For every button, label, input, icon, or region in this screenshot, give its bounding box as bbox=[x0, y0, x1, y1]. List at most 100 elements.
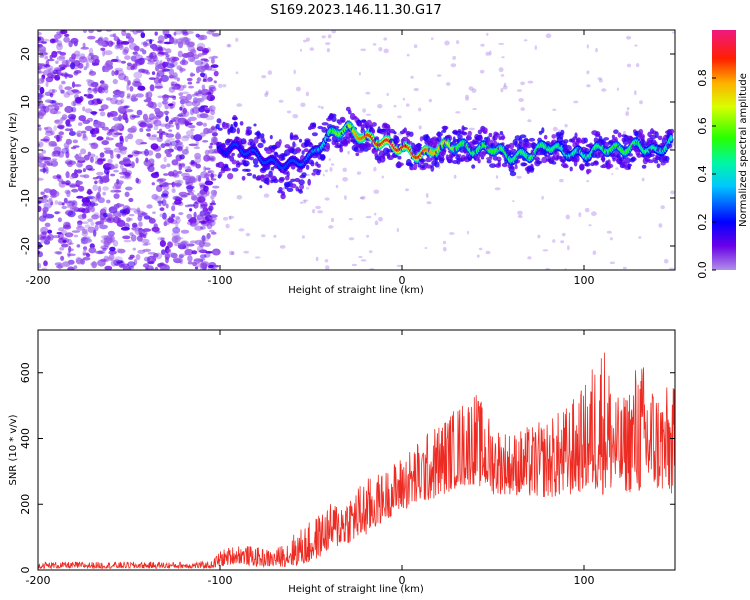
spectrogram-cell bbox=[185, 192, 190, 196]
spectrogram-cell bbox=[254, 256, 261, 259]
spectrogram-cell bbox=[365, 215, 372, 219]
spectrogram-cell bbox=[82, 252, 87, 256]
spectrogram-cell bbox=[500, 74, 505, 77]
spectrogram-cell bbox=[79, 53, 86, 60]
spectrogram-cell bbox=[300, 102, 306, 108]
spectrogram-cell bbox=[537, 234, 541, 239]
spectrogram-cell bbox=[88, 30, 95, 34]
spectrogram-cell bbox=[233, 121, 238, 128]
spectrogram-cell bbox=[647, 159, 655, 163]
spectrogram-cell bbox=[79, 56, 88, 63]
spectrogram-cell bbox=[40, 226, 49, 234]
spectrogram-cell bbox=[567, 245, 570, 251]
snr-ylabel: SNR (10 * v/v) bbox=[8, 414, 19, 485]
spectrogram-cell bbox=[495, 175, 499, 179]
spectrogram-cell bbox=[40, 231, 47, 239]
spectrogram-cell bbox=[565, 145, 572, 152]
spectrogram-cell bbox=[174, 30, 184, 35]
spectrogram-cell bbox=[246, 172, 253, 177]
spectrogram-cell bbox=[206, 233, 211, 239]
spectrogram-cell bbox=[171, 56, 180, 62]
spectrogram-cell bbox=[231, 167, 239, 172]
spectrogram-cell bbox=[45, 213, 55, 219]
spectrogram-cell bbox=[48, 89, 58, 93]
spectrogram-cell bbox=[372, 43, 377, 46]
spectrogram-cell bbox=[87, 117, 94, 122]
spectrogram-cell bbox=[333, 125, 340, 130]
spectrogram-cell bbox=[139, 48, 145, 52]
spectrogram-cell bbox=[551, 134, 557, 139]
spectrogram-cell bbox=[226, 43, 232, 48]
spectrogram-cell bbox=[85, 62, 90, 69]
spectrogram-cell bbox=[145, 128, 152, 132]
spectrogram-cell bbox=[192, 262, 198, 267]
spectrogram-cell bbox=[129, 232, 134, 237]
spectrogram-cell bbox=[70, 37, 79, 44]
spectrogram-cell bbox=[110, 259, 117, 267]
spectrogram-cell bbox=[57, 151, 65, 158]
spectrogram-cell bbox=[595, 48, 598, 53]
spectrogram-cell bbox=[97, 250, 106, 255]
spectrogram-cell bbox=[137, 212, 142, 216]
spectrogram-cell bbox=[145, 157, 149, 163]
spectrogram-cell bbox=[131, 115, 141, 118]
spectrogram-cell bbox=[40, 239, 46, 244]
spectrogram-cell bbox=[154, 107, 161, 113]
spectrogram-cell bbox=[208, 56, 213, 60]
spectrogram-cell bbox=[180, 162, 186, 168]
spectrogram-cell bbox=[42, 235, 51, 241]
spectrogram-cell bbox=[193, 211, 197, 219]
spectrogram-cell bbox=[99, 80, 105, 84]
spectrogram-cell bbox=[166, 241, 172, 249]
spectrogram-cell bbox=[201, 52, 208, 56]
spectrogram-cell bbox=[53, 125, 57, 131]
spectrogram-cell bbox=[286, 187, 294, 192]
spectrogram-cell bbox=[193, 258, 203, 262]
spectrogram-cell bbox=[629, 135, 633, 142]
spectrogram-cell bbox=[552, 239, 556, 243]
spectrogram-cell bbox=[71, 100, 76, 107]
spectrogram-cell bbox=[211, 125, 215, 131]
spectrogram-cell bbox=[40, 191, 45, 195]
spectrogram-cell bbox=[43, 212, 50, 220]
spectrogram-cell bbox=[108, 250, 117, 255]
colorbar-tick-label: 0.2 bbox=[696, 213, 709, 231]
spectrogram-cell bbox=[114, 256, 123, 262]
colorbar-gradient bbox=[712, 30, 736, 270]
spectrogram-cell bbox=[184, 39, 190, 46]
spectrogram-cell bbox=[168, 215, 174, 219]
spectrogram-cell bbox=[66, 190, 71, 198]
spectrogram-cell bbox=[660, 205, 665, 210]
spectrogram-cell bbox=[326, 48, 330, 53]
spectrogram-cell bbox=[187, 81, 193, 85]
spectrogram-cell bbox=[116, 260, 123, 264]
spectrogram-cell bbox=[38, 152, 44, 159]
spectrogram-cell bbox=[63, 92, 71, 98]
spectrogram-cell bbox=[192, 106, 200, 114]
spectrogram-cell bbox=[393, 131, 397, 135]
spectrogram-cell bbox=[324, 197, 330, 201]
spectrogram-cell bbox=[47, 229, 53, 234]
spectrogram-cell bbox=[103, 66, 110, 73]
spectrogram-cell bbox=[70, 61, 76, 70]
spectrogram-cell bbox=[598, 78, 603, 83]
spectrogram-cell bbox=[268, 170, 273, 178]
spectrogram-cell bbox=[175, 38, 184, 45]
spectrogram-cell bbox=[182, 135, 192, 139]
spectrogram-cell bbox=[75, 180, 83, 185]
spectrogram-cell bbox=[38, 215, 47, 222]
spectrogram-cell bbox=[378, 216, 383, 222]
spectrogram-cell bbox=[621, 162, 628, 168]
spectrogram-cell bbox=[560, 240, 565, 244]
spectrogram-cell bbox=[335, 184, 339, 189]
spectrogram-xlabel: Height of straight line (km) bbox=[288, 285, 424, 296]
spectrogram-cell bbox=[188, 143, 198, 147]
spectrogram-cell bbox=[76, 161, 83, 168]
spectrogram-cell bbox=[74, 169, 78, 175]
spectrogram-cell bbox=[510, 165, 515, 170]
spectrogram-cell bbox=[90, 54, 99, 61]
spectrogram-cell bbox=[145, 263, 149, 268]
spectrogram-cell bbox=[83, 94, 87, 97]
snr-ticks: -200 -100 0 100 0 200 400 600 bbox=[19, 330, 675, 587]
spectrogram-cell bbox=[114, 67, 124, 72]
